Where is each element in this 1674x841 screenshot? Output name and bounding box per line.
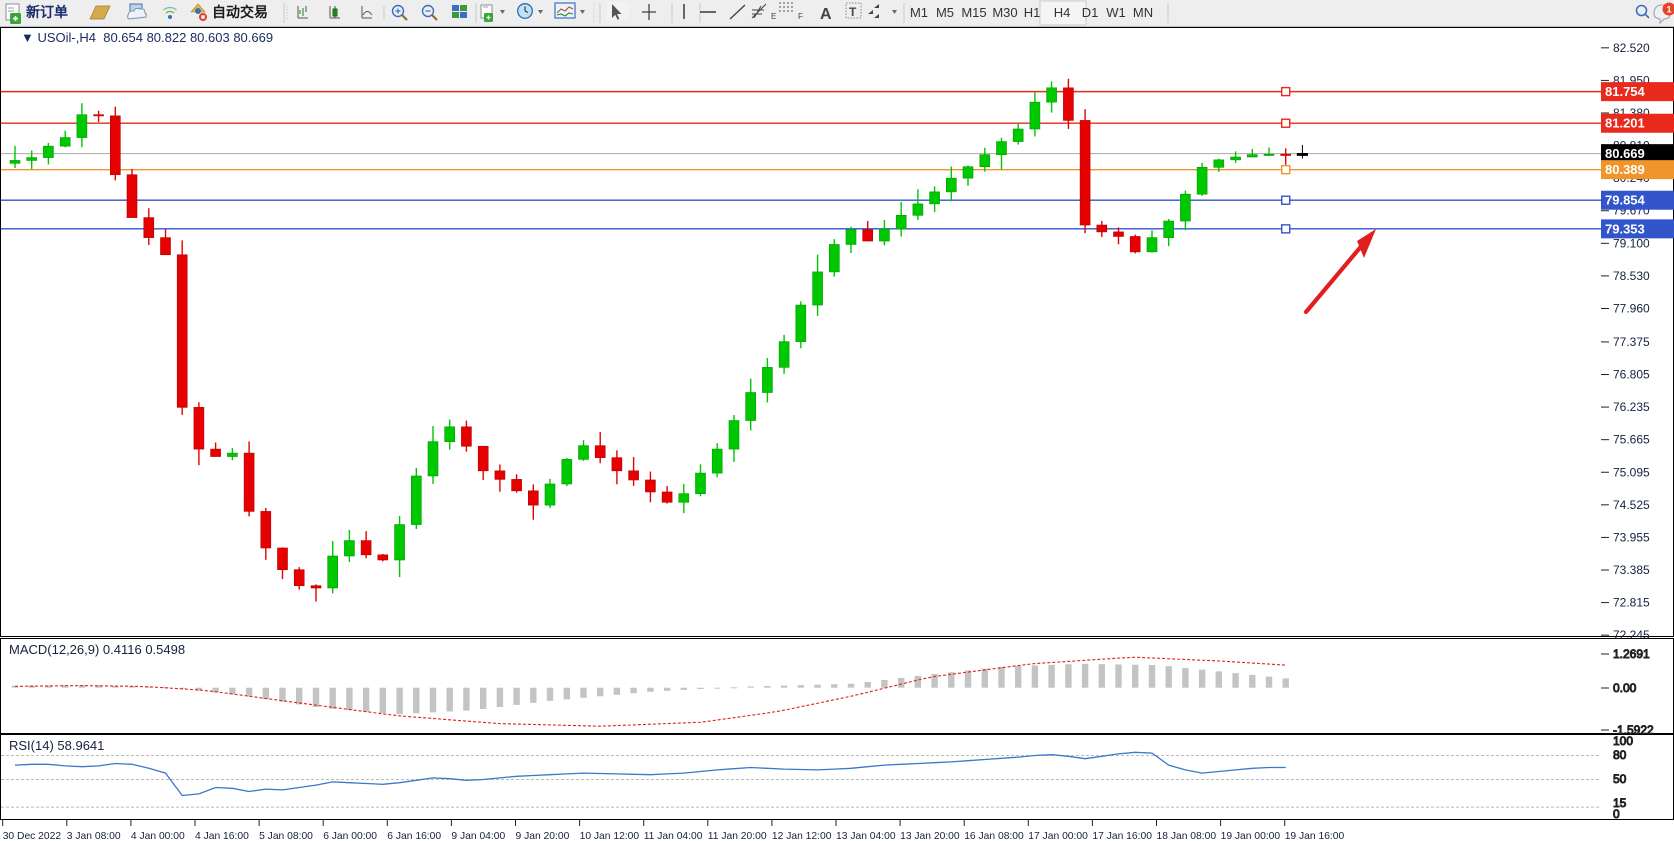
svg-text:74.525: 74.525 — [1613, 498, 1650, 512]
svg-text:T: T — [849, 5, 857, 19]
svg-text:81.201: 81.201 — [1605, 116, 1645, 131]
svg-text:M5: M5 — [936, 5, 954, 20]
svg-text:新订单: 新订单 — [26, 4, 68, 20]
svg-text:12 Jan 12:00: 12 Jan 12:00 — [772, 831, 832, 841]
svg-text:19 Jan 00:00: 19 Jan 00:00 — [1221, 831, 1281, 841]
svg-text:72.815: 72.815 — [1613, 596, 1650, 610]
svg-text:1.2691: 1.2691 — [1613, 647, 1650, 661]
svg-text:0.00: 0.00 — [1613, 681, 1637, 695]
svg-text:9 Jan 20:00: 9 Jan 20:00 — [516, 831, 570, 841]
svg-text:RSI(14) 58.9641: RSI(14) 58.9641 — [9, 738, 104, 753]
svg-text:79.353: 79.353 — [1605, 221, 1645, 236]
svg-text:A: A — [820, 6, 832, 23]
svg-text:76.235: 76.235 — [1613, 400, 1650, 414]
svg-text:自动交易: 自动交易 — [212, 4, 268, 20]
svg-text:MACD(12,26,9) 0.4116 0.5498: MACD(12,26,9) 0.4116 0.5498 — [9, 642, 185, 657]
svg-text:H4: H4 — [1054, 5, 1071, 20]
svg-text:30 Dec 2022: 30 Dec 2022 — [3, 831, 62, 841]
svg-text:9 Jan 04:00: 9 Jan 04:00 — [451, 831, 505, 841]
svg-text:80: 80 — [1613, 748, 1627, 762]
svg-text:11 Jan 20:00: 11 Jan 20:00 — [708, 831, 767, 841]
svg-text:80.389: 80.389 — [1605, 162, 1645, 177]
svg-text:W1: W1 — [1106, 5, 1126, 20]
svg-text:73.385: 73.385 — [1613, 563, 1650, 577]
svg-text:H1: H1 — [1024, 5, 1041, 20]
svg-text:78.530: 78.530 — [1613, 269, 1650, 283]
svg-text:MN: MN — [1133, 5, 1153, 20]
svg-text:77.960: 77.960 — [1613, 301, 1650, 315]
svg-text:75.665: 75.665 — [1613, 433, 1650, 447]
svg-text:13 Jan 04:00: 13 Jan 04:00 — [836, 831, 896, 841]
svg-text:E: E — [771, 12, 776, 21]
svg-text:4 Jan 00:00: 4 Jan 00:00 — [131, 831, 185, 841]
svg-text:3 Jan 08:00: 3 Jan 08:00 — [67, 831, 121, 841]
svg-text:16 Jan 08:00: 16 Jan 08:00 — [964, 831, 1024, 841]
svg-text:17 Jan 16:00: 17 Jan 16:00 — [1092, 831, 1152, 841]
svg-text:11 Jan 04:00: 11 Jan 04:00 — [644, 831, 703, 841]
svg-text:▼ USOil-,H4 80.654 80.822 80.: ▼ USOil-,H4 80.654 80.822 80.603 80.669 — [21, 30, 273, 45]
svg-text:F: F — [798, 12, 803, 21]
svg-text:0: 0 — [1613, 807, 1620, 821]
svg-text:18 Jan 08:00: 18 Jan 08:00 — [1157, 831, 1217, 841]
svg-text:79.100: 79.100 — [1613, 236, 1650, 250]
svg-text:D1: D1 — [1082, 5, 1099, 20]
svg-text:M15: M15 — [961, 5, 986, 20]
svg-text:76.805: 76.805 — [1613, 368, 1650, 382]
svg-text:10 Jan 12:00: 10 Jan 12:00 — [580, 831, 640, 841]
svg-text:75.095: 75.095 — [1613, 465, 1650, 479]
svg-text:6 Jan 16:00: 6 Jan 16:00 — [387, 831, 441, 841]
svg-text:M1: M1 — [910, 5, 928, 20]
svg-text:17 Jan 00:00: 17 Jan 00:00 — [1028, 831, 1088, 841]
svg-text:13 Jan 20:00: 13 Jan 20:00 — [900, 831, 960, 841]
svg-text:79.854: 79.854 — [1605, 193, 1646, 208]
svg-text:80.669: 80.669 — [1605, 146, 1645, 161]
svg-text:M30: M30 — [992, 5, 1017, 20]
svg-text:100: 100 — [1613, 735, 1633, 748]
svg-text:82.520: 82.520 — [1613, 41, 1650, 55]
svg-text:73.955: 73.955 — [1613, 530, 1650, 544]
svg-text:50: 50 — [1613, 772, 1627, 786]
svg-text:81.754: 81.754 — [1605, 84, 1646, 99]
svg-text:4 Jan 16:00: 4 Jan 16:00 — [195, 831, 249, 841]
svg-text:5 Jan 08:00: 5 Jan 08:00 — [259, 831, 313, 841]
svg-text:19 Jan 16:00: 19 Jan 16:00 — [1285, 831, 1345, 841]
svg-text:77.375: 77.375 — [1613, 335, 1650, 349]
svg-text:72.245: 72.245 — [1613, 628, 1650, 638]
svg-text:6 Jan 00:00: 6 Jan 00:00 — [323, 831, 377, 841]
svg-text:1: 1 — [1666, 5, 1671, 15]
